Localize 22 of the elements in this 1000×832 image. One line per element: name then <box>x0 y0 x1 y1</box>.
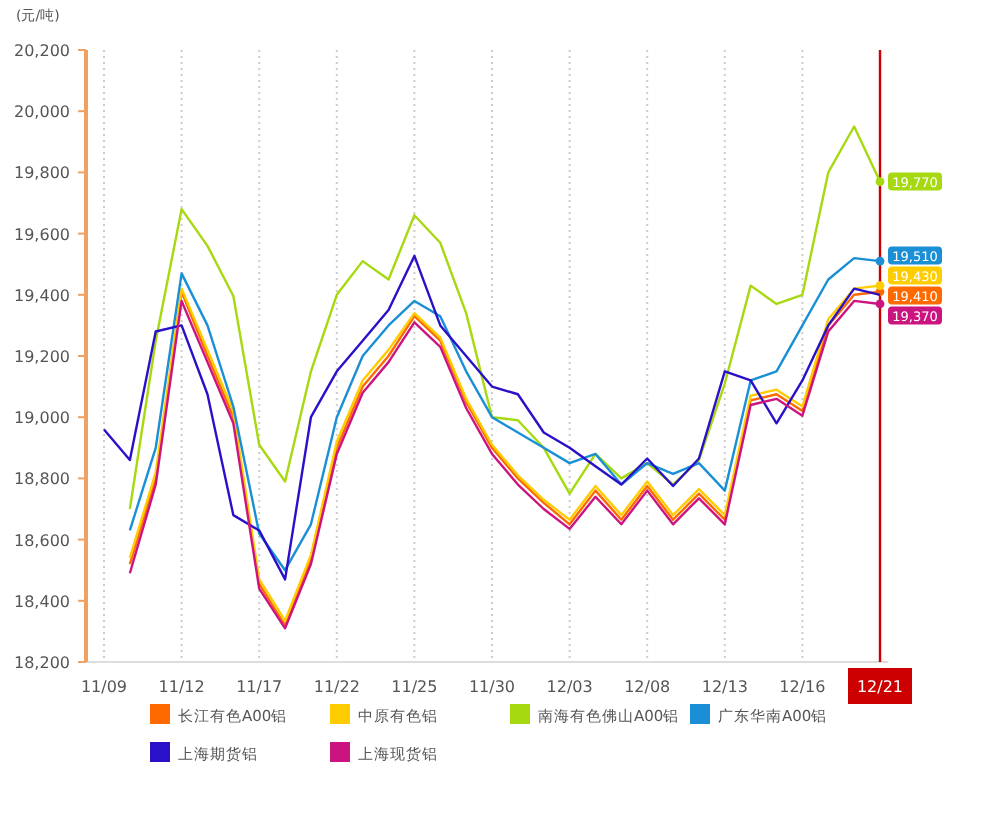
y-tick-label: 18,800 <box>14 470 70 489</box>
y-tick-label: 19,000 <box>14 409 70 428</box>
x-tick-label: 12/08 <box>624 678 671 696</box>
y-tick-label: 19,400 <box>14 286 70 305</box>
x-tick-label: 11/09 <box>80 678 128 696</box>
x-tick-label: 11/17 <box>236 678 283 696</box>
x-tick-label: 12/21 <box>856 678 904 696</box>
y-tick-label: 18,400 <box>14 592 70 611</box>
x-tick-label: 11/22 <box>313 678 360 696</box>
x-tick-label: 11/12 <box>158 678 205 696</box>
x-tick-label: 11/25 <box>391 678 438 696</box>
y-tick-label: 18,200 <box>14 654 70 672</box>
y-tick-label: 19,800 <box>14 164 70 183</box>
x-tick-label: 12/13 <box>701 678 748 696</box>
y-tick-label: 20,200 <box>14 42 70 60</box>
x-tick-label: 12/03 <box>546 678 593 696</box>
y-tick-label: 20,000 <box>14 103 70 122</box>
y-tick-label: 19,600 <box>14 225 70 244</box>
x-tick-label: 11/30 <box>468 678 516 696</box>
y-tick-label: 18,600 <box>14 531 70 550</box>
y-tick-label: 19,200 <box>14 348 70 366</box>
x-tick-label: 12/16 <box>779 678 826 696</box>
